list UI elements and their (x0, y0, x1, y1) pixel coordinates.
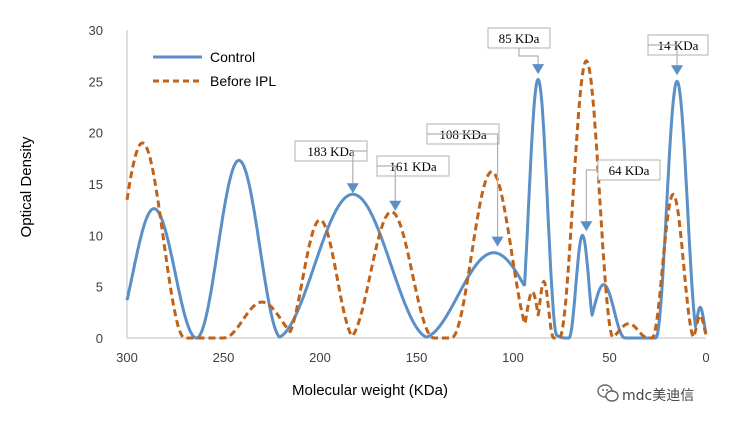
wechat-icon (597, 384, 619, 402)
annotation-label: 85 KDa (499, 31, 540, 46)
annotation-arrowhead (671, 65, 684, 76)
x-tick-label: 150 (406, 350, 428, 365)
legend: Control Before IPL (153, 49, 276, 89)
x-tick-label: 200 (309, 350, 331, 365)
y-tick-label: 25 (89, 74, 103, 89)
annotation-161-kda: 161 KDa (376, 155, 450, 211)
annotation-label: 14 KDa (658, 38, 699, 53)
annotation-183-kda: 183 KDa (294, 140, 368, 194)
legend-label-control: Control (210, 49, 255, 65)
legend-label-before-ipl: Before IPL (210, 73, 276, 89)
x-tick-label: 50 (602, 350, 616, 365)
y-axis-title: Optical Density (18, 136, 35, 237)
annotation-label: 161 KDa (389, 159, 437, 174)
x-tick-label: 300 (116, 350, 138, 365)
annotation-85-kda: 85 KDa (487, 27, 551, 75)
annotation-14-kda: 14 KDa (647, 34, 709, 76)
annotation-leader (352, 150, 367, 185)
y-tick-label: 15 (89, 177, 103, 192)
x-tick-label: 250 (213, 350, 235, 365)
annotation-108-kda: 108 KDa (426, 123, 504, 247)
annotation-arrowhead (491, 236, 504, 247)
annotation-arrowhead (346, 183, 359, 194)
series-layer (125, 59, 708, 340)
series-line-control (125, 77, 708, 340)
annotation-arrowhead (389, 200, 402, 211)
annotation-label: 64 KDa (609, 163, 650, 178)
annotation-label: 183 KDa (307, 144, 355, 159)
annotation-arrowhead (580, 221, 593, 232)
watermark-text: mdc美迪信 (622, 388, 694, 404)
annotation-leader (648, 44, 678, 67)
annotation-64-kda: 64 KDa (580, 159, 661, 232)
x-tick-label: 0 (702, 350, 709, 365)
watermark: mdc美迪信 (597, 384, 694, 404)
x-axis-title: Molecular weight (KDa) (292, 382, 448, 399)
y-tick-label: 20 (89, 126, 103, 141)
annotation-leader (585, 169, 598, 223)
y-tick-label: 30 (89, 23, 103, 38)
annotation-arrowhead (532, 64, 545, 75)
x-tick-label: 100 (502, 350, 524, 365)
annotation-leader (427, 133, 499, 238)
y-tick-label: 10 (89, 228, 103, 243)
annotation-leader (518, 48, 539, 66)
series-line-before-ipl (125, 59, 708, 340)
annotation-leader (377, 165, 396, 202)
y-tick-label: 5 (96, 280, 103, 295)
y-tick-label: 0 (96, 331, 103, 346)
